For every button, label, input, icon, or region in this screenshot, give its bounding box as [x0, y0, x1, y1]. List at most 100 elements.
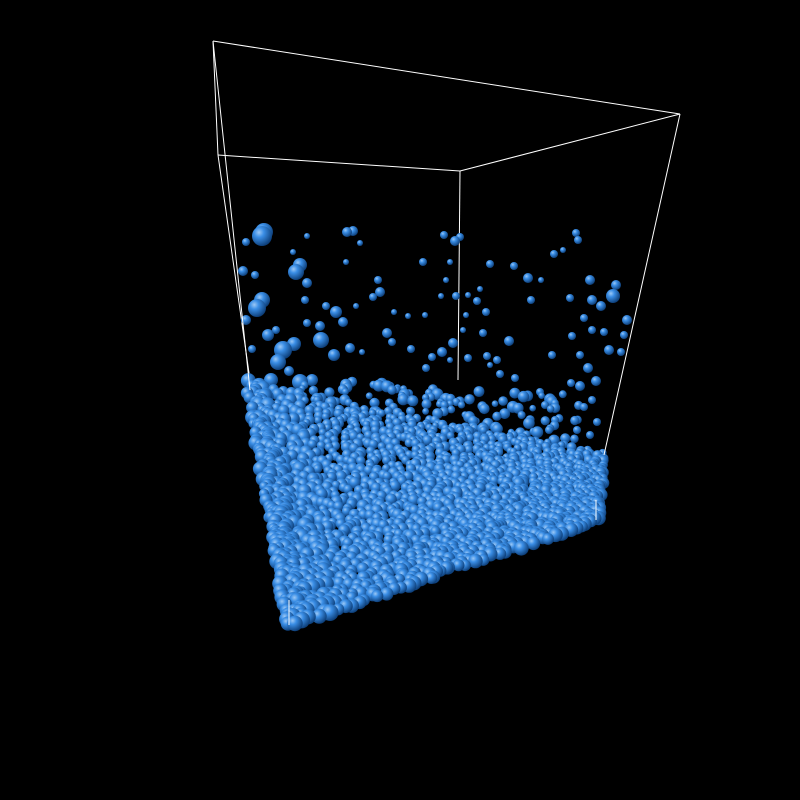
particle-sphere	[313, 332, 329, 348]
particle-sphere	[479, 329, 487, 337]
particle-sphere	[573, 426, 581, 434]
particle-sphere	[523, 273, 533, 283]
particle-sphere	[527, 296, 535, 304]
particle-sphere	[422, 407, 429, 415]
particle-sphere	[517, 411, 526, 419]
particle-sphere	[242, 238, 250, 246]
particle-sphere	[510, 262, 518, 270]
particle-sphere	[617, 348, 625, 356]
particle-sphere	[483, 352, 491, 360]
particle-sphere	[342, 227, 352, 237]
particle-sphere	[306, 374, 318, 386]
particle-sphere	[587, 295, 597, 305]
particle-sphere	[540, 416, 550, 426]
particle-sphere	[486, 260, 494, 268]
particle-sphere	[538, 392, 545, 400]
particle-sphere	[303, 319, 311, 327]
particle-sphere	[575, 381, 585, 391]
particle-sphere	[371, 589, 384, 603]
particle-sphere	[248, 299, 266, 317]
particle-sphere	[248, 345, 256, 353]
particle-sphere	[504, 336, 514, 346]
particle-sphere	[426, 393, 436, 402]
particle-sphere	[405, 313, 411, 319]
particle-sphere	[270, 354, 286, 370]
particle-sphere	[558, 390, 567, 399]
particle-sphere	[324, 387, 335, 398]
particle-sphere	[321, 412, 330, 421]
box-edge	[212, 40, 681, 115]
particle-sphere	[307, 439, 317, 449]
particle-sphere	[448, 338, 458, 348]
particle-sphere	[341, 388, 349, 396]
particle-sphere	[604, 345, 614, 355]
particle-sphere	[464, 445, 474, 454]
bounding-box-front-edges	[212, 40, 681, 625]
particle-sphere	[496, 370, 504, 378]
particle-sphere	[447, 357, 453, 363]
particle-sphere	[468, 553, 483, 569]
particle-sphere	[368, 409, 377, 417]
particle-sphere	[523, 417, 535, 429]
particle-sphere	[369, 397, 380, 408]
particle-sphere	[593, 418, 601, 426]
particle-sphere	[428, 353, 436, 361]
particle-sphere	[576, 351, 584, 359]
particle-sphere	[437, 347, 447, 357]
particle-sphere	[586, 431, 594, 439]
particle-sphere	[370, 425, 380, 435]
particle-sphere	[338, 317, 348, 327]
particle-sphere	[388, 338, 396, 346]
particle-sphere	[272, 326, 280, 334]
particle-sphere	[583, 363, 593, 373]
particle-sphere	[491, 423, 503, 435]
particle-sphere	[387, 385, 397, 395]
particle-sphere	[422, 435, 433, 446]
particle-sphere	[457, 401, 466, 409]
particle-sphere	[284, 366, 294, 376]
box-edge	[459, 113, 681, 172]
particle-sphere	[322, 302, 330, 310]
particle-sphere	[357, 240, 363, 246]
particle-sphere	[620, 331, 628, 339]
particle-sphere	[580, 403, 588, 411]
particle-sphere	[531, 426, 544, 439]
particle-sphere	[397, 393, 410, 406]
particle-sphere	[479, 403, 490, 415]
particle-sphere	[517, 390, 530, 403]
particle-sphere	[450, 236, 460, 246]
particle-sphere	[499, 408, 511, 419]
particle-sphere	[568, 332, 576, 340]
particle-sphere	[311, 608, 327, 624]
particle-sphere	[574, 236, 582, 244]
particle-sphere	[596, 301, 606, 311]
particle-sphere	[343, 259, 349, 265]
particle-sphere	[545, 426, 553, 434]
particle-layer	[238, 223, 632, 632]
particle-sphere	[560, 433, 571, 444]
particle-sphere	[365, 392, 373, 400]
particle-sphere	[580, 314, 588, 322]
particle-sphere	[473, 386, 485, 397]
particle-sphere	[465, 433, 475, 442]
particle-sphere	[304, 233, 310, 239]
particle-sphere	[328, 349, 340, 361]
particle-sphere	[463, 312, 469, 318]
particle-sphere	[460, 327, 466, 333]
particle-sphere	[262, 329, 274, 341]
particle-sphere	[452, 559, 465, 572]
particle-sphere	[345, 343, 355, 353]
particle-sphere	[374, 276, 382, 284]
particle-sphere	[369, 293, 377, 301]
particle-sphere	[588, 326, 596, 334]
particle-sphere	[355, 456, 366, 466]
box-edge	[212, 40, 219, 156]
particle-sphere	[440, 231, 448, 239]
particle-sphere	[421, 399, 432, 409]
particle-sphere	[622, 315, 632, 325]
particle-sphere	[251, 271, 259, 279]
particle-sphere	[511, 374, 519, 382]
particle-sphere	[252, 226, 272, 246]
